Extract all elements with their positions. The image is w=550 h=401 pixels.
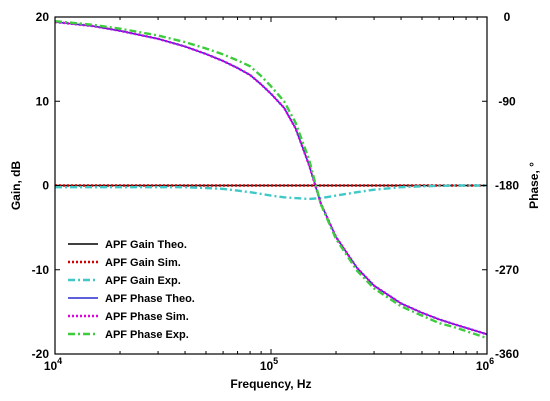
y-left-tick-label: -20 [32, 347, 50, 361]
axis-ticks: 104 105 106 20 10 0 -10 -20 0 -90 -180 -270 -360 [32, 10, 520, 373]
series-line-6 [54, 20, 488, 340]
legend: APF Gain Theo. APF Gain Sim. APF Gain Exp.… [68, 239, 195, 341]
y-left-tick-label: 10 [36, 94, 50, 108]
x-tick-label: 106 [476, 356, 494, 373]
legend-label: APF Gain Exp. [105, 275, 181, 287]
legend-label: APF Phase Exp. [105, 329, 189, 341]
legend-label: APF Gain Theo. [105, 239, 187, 251]
series-line-3 [55, 184, 487, 201]
y-left-tick-label: 20 [36, 10, 50, 24]
y-left-tick-label: -10 [32, 263, 50, 277]
y-right-tick-label: -90 [498, 94, 516, 108]
x-tick-label: 104 [44, 356, 62, 373]
legend-label: APF Phase Sim. [105, 311, 189, 323]
y-right-tick-label: -180 [495, 179, 519, 193]
series-line-4 [54, 21, 488, 336]
y-axis-left-label: Gain, dB [9, 161, 23, 211]
legend-label: APF Phase Theo. [105, 293, 195, 305]
x-tick-label: 105 [260, 356, 278, 373]
x-axis-label: Frequency, Hz [230, 377, 311, 391]
y-right-tick-label: -360 [495, 347, 519, 361]
y-right-tick-label: -270 [495, 263, 519, 277]
plot-lines [54, 20, 488, 340]
y-right-tick-label: 0 [504, 10, 511, 24]
y-axis-right-label: Phase, ° [527, 162, 541, 209]
y-left-tick-label: 0 [42, 179, 49, 193]
legend-label: APF Gain Sim. [105, 257, 181, 269]
series-line-5 [54, 20, 488, 336]
